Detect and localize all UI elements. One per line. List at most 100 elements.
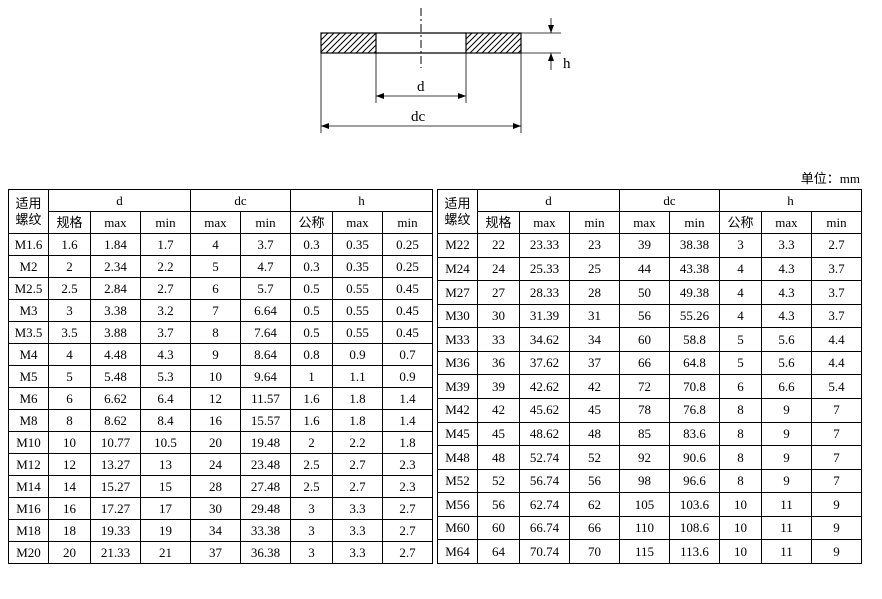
table-row: M2.52.52.842.765.70.50.550.45 xyxy=(9,278,433,300)
cell-hnom: 5 xyxy=(720,328,762,352)
cell-hnom: 1.6 xyxy=(291,388,333,410)
cell-hnom: 2.5 xyxy=(291,476,333,498)
th-dc: dc xyxy=(191,190,291,212)
cell-dcmax: 5 xyxy=(191,256,241,278)
cell-dmin: 8.4 xyxy=(141,410,191,432)
cell-hmin: 2.3 xyxy=(383,476,433,498)
table-row: M454548.62488583.6897 xyxy=(438,422,862,446)
cell-hmax: 9 xyxy=(762,469,812,493)
cell-thread: M14 xyxy=(9,476,49,498)
cell-dcmin: 83.6 xyxy=(670,422,720,446)
cell-dmin: 3.7 xyxy=(141,322,191,344)
cell-hnom: 4 xyxy=(720,304,762,328)
cell-hmax: 3.3 xyxy=(333,542,383,564)
th-spec: 规格 xyxy=(49,212,91,234)
cell-dcmin: 7.64 xyxy=(241,322,291,344)
cell-spec: 4 xyxy=(49,344,91,366)
cell-hnom: 0.3 xyxy=(291,256,333,278)
th-min: min xyxy=(141,212,191,234)
cell-dcmin: 49.38 xyxy=(670,281,720,305)
table-row: M666.626.41211.571.61.81.4 xyxy=(9,388,433,410)
cell-thread: M39 xyxy=(438,375,478,399)
cell-hmax: 0.35 xyxy=(333,256,383,278)
cell-dcmax: 20 xyxy=(191,432,241,454)
cell-dcmax: 16 xyxy=(191,410,241,432)
cell-thread: M52 xyxy=(438,469,478,493)
cell-hmax: 9 xyxy=(762,446,812,470)
cell-hmin: 0.45 xyxy=(383,322,433,344)
cell-hmax: 2.7 xyxy=(333,454,383,476)
th-max: max xyxy=(620,212,670,234)
cell-hnom: 10 xyxy=(720,516,762,540)
cell-dmax: 2.84 xyxy=(91,278,141,300)
cell-hnom: 0.3 xyxy=(291,234,333,256)
cell-spec: 12 xyxy=(49,454,91,476)
cell-thread: M5 xyxy=(9,366,49,388)
cell-dcmin: 36.38 xyxy=(241,542,291,564)
cell-hmin: 2.7 xyxy=(383,542,433,564)
cell-spec: 3 xyxy=(49,300,91,322)
cell-dcmin: 11.57 xyxy=(241,388,291,410)
cell-dcmin: 55.26 xyxy=(670,304,720,328)
cell-hnom: 4 xyxy=(720,281,762,305)
cell-hnom: 6 xyxy=(720,375,762,399)
cell-dcmax: 105 xyxy=(620,493,670,517)
cell-dmax: 19.33 xyxy=(91,520,141,542)
table-row: M202021.33213736.3833.32.7 xyxy=(9,542,433,564)
cell-dmax: 31.39 xyxy=(520,304,570,328)
cell-thread: M18 xyxy=(9,520,49,542)
table-row: M333.383.276.640.50.550.45 xyxy=(9,300,433,322)
cell-spec: 14 xyxy=(49,476,91,498)
cell-hmax: 1.1 xyxy=(333,366,383,388)
cell-spec: 8 xyxy=(49,410,91,432)
cell-hmin: 5.4 xyxy=(812,375,862,399)
cell-hmax: 1.8 xyxy=(333,388,383,410)
cell-dcmax: 110 xyxy=(620,516,670,540)
cell-thread: M2 xyxy=(9,256,49,278)
cell-hmax: 2.7 xyxy=(333,476,383,498)
cell-hmax: 0.55 xyxy=(333,300,383,322)
cell-thread: M10 xyxy=(9,432,49,454)
table-row: M646470.7470115113.610119 xyxy=(438,540,862,564)
th-nominal: 公称 xyxy=(720,212,762,234)
cell-hmin: 2.7 xyxy=(383,520,433,542)
cell-thread: M22 xyxy=(438,234,478,258)
table-row: M363637.62376664.855.64.4 xyxy=(438,351,862,375)
cell-thread: M12 xyxy=(9,454,49,476)
cell-dcmin: 4.7 xyxy=(241,256,291,278)
th-dc: dc xyxy=(620,190,720,212)
cell-dcmin: 33.38 xyxy=(241,520,291,542)
tables-wrapper: 适用螺纹 d dc h 规格 max min max min 公称 max mi… xyxy=(8,189,874,564)
cell-thread: M45 xyxy=(438,422,478,446)
cell-dmin: 66 xyxy=(570,516,620,540)
cell-dcmin: 27.48 xyxy=(241,476,291,498)
cell-thread: M4 xyxy=(9,344,49,366)
th-nominal: 公称 xyxy=(291,212,333,234)
cell-dcmax: 30 xyxy=(191,498,241,520)
cell-hnom: 3 xyxy=(291,498,333,520)
cell-dmin: 10.5 xyxy=(141,432,191,454)
cell-hnom: 3 xyxy=(291,520,333,542)
cell-dmax: 34.62 xyxy=(520,328,570,352)
cell-dcmin: 43.38 xyxy=(670,257,720,281)
cell-dmax: 2.34 xyxy=(91,256,141,278)
cell-hnom: 8 xyxy=(720,398,762,422)
cell-dcmax: 44 xyxy=(620,257,670,281)
cell-dcmax: 78 xyxy=(620,398,670,422)
cell-dmin: 34 xyxy=(570,328,620,352)
cell-dmin: 4.3 xyxy=(141,344,191,366)
cell-hmin: 1.4 xyxy=(383,410,433,432)
cell-spec: 42 xyxy=(478,398,520,422)
cell-spec: 16 xyxy=(49,498,91,520)
cell-hmax: 0.35 xyxy=(333,234,383,256)
cell-dcmin: 64.8 xyxy=(670,351,720,375)
table-row: M242425.33254443.3844.33.7 xyxy=(438,257,862,281)
cell-hmin: 7 xyxy=(812,446,862,470)
cell-dmin: 17 xyxy=(141,498,191,520)
cell-hmax: 4.3 xyxy=(762,281,812,305)
cell-spec: 64 xyxy=(478,540,520,564)
cell-dmin: 5.3 xyxy=(141,366,191,388)
cell-thread: M42 xyxy=(438,398,478,422)
cell-hmax: 9 xyxy=(762,398,812,422)
cell-dcmin: 90.6 xyxy=(670,446,720,470)
